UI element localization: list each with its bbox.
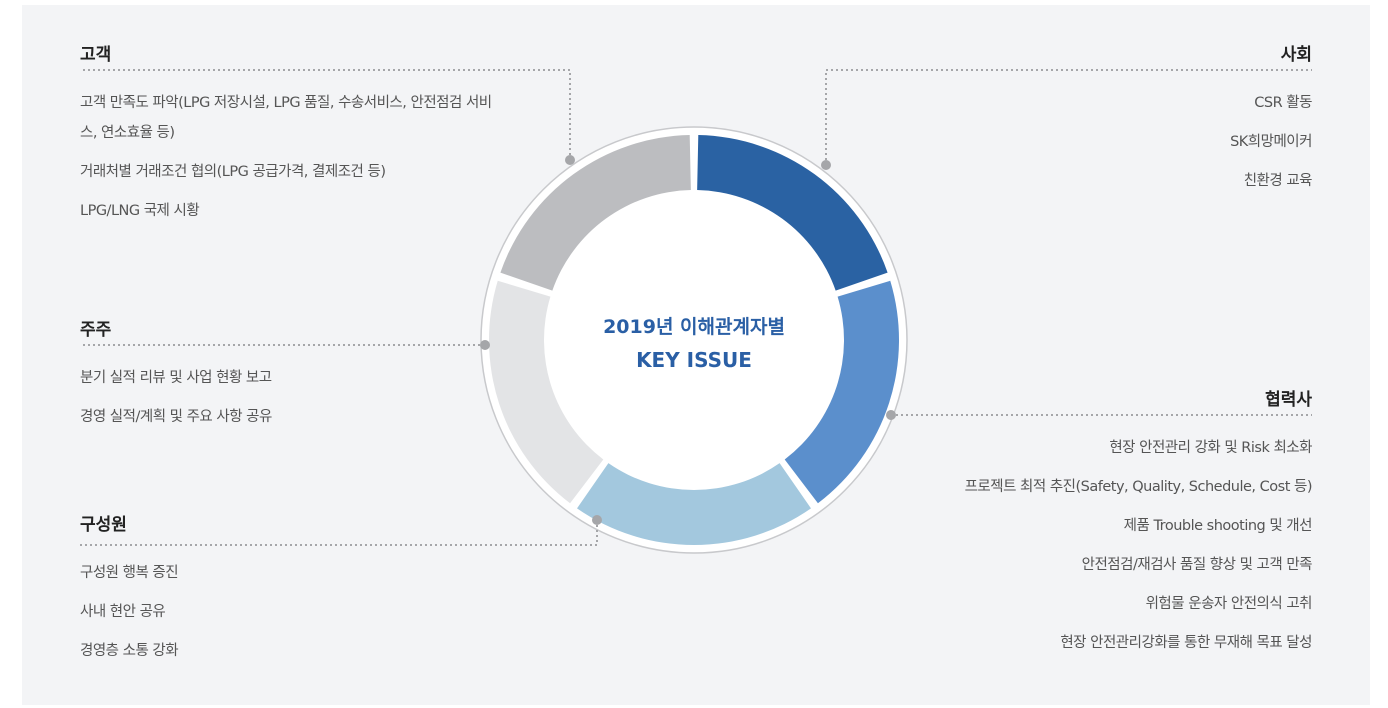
group-item: 현장 안전관리강화를 통한 무재해 목표 달성 [1060, 635, 1312, 651]
center-line1: 2019년 이해관계자별 [603, 316, 785, 338]
connectors [80, 69, 1312, 546]
group-title: 주주 [80, 320, 112, 340]
dot [565, 155, 575, 165]
dot [886, 410, 896, 420]
dots [480, 155, 896, 525]
ring-segment [784, 280, 899, 504]
group-item: 제품 Trouble shooting 및 개선 [1123, 518, 1313, 534]
group-item: 거래처별 거래조건 협의(LPG 공급가격, 결제조건 등) [80, 164, 386, 180]
group-item: 친환경 교육 [1243, 173, 1313, 189]
connector [825, 69, 1312, 165]
dot [592, 515, 602, 525]
group-item: 경영 실적/계획 및 주요 사항 공유 [80, 409, 272, 425]
group-title: 고객 [80, 45, 112, 65]
group-item: 현장 안전관리 강화 및 Risk 최소화 [1109, 440, 1312, 456]
ring-segment [697, 135, 888, 291]
group-title: 사회 [1280, 45, 1312, 65]
group-item: 고객 만족도 파악(LPG 저장시설, LPG 품질, 수송서비스, 안전점검 … [80, 95, 492, 141]
dot [480, 340, 490, 350]
group-item: SK희망메이커 [1230, 134, 1312, 150]
segments [489, 135, 899, 546]
group-item: LPG/LNG 국제 시황 [80, 203, 200, 219]
group-title: 협력사 [1265, 390, 1312, 410]
group-item: 분기 실적 리뷰 및 사업 현황 보고 [80, 370, 272, 386]
group-item: 구성원 행복 증진 [80, 565, 179, 581]
group-title: 구성원 [80, 515, 127, 535]
ring-segment [577, 463, 811, 546]
connector [80, 520, 598, 546]
center-line2: KEY ISSUE [636, 348, 752, 372]
group-item: 사내 현안 공유 [80, 604, 166, 620]
dot [821, 160, 831, 170]
group-item: 위험물 운송자 안전의식 고취 [1145, 596, 1313, 612]
group-item: 안전점검/재검사 품질 향상 및 고객 만족 [1081, 557, 1313, 573]
group-item: 프로젝트 최적 추진(Safety, Quality, Schedule, Co… [964, 479, 1313, 495]
ring-segment [500, 135, 691, 291]
ring-segment [489, 280, 604, 504]
group-item: CSR 활동 [1254, 95, 1312, 111]
group-item: 경영층 소통 강화 [80, 643, 179, 659]
connector [80, 69, 571, 160]
